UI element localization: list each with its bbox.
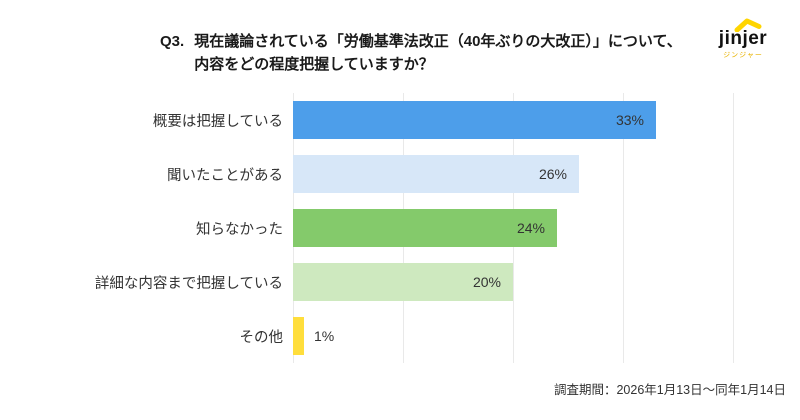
gridline (623, 93, 624, 363)
bar-track: 33% (293, 101, 733, 139)
bar-track: 24% (293, 209, 733, 247)
bar-chart: 概要は把握している 33% 聞いたことがある 26% 知らなかった 24% 詳細な内容まで把… (0, 93, 800, 363)
title-line-1: 現在議論されている「労働基準法改正（40年ぶりの大改正）」について、 (194, 33, 682, 50)
survey-period-note: 調査期間：2026年1月13日～同年1月14日 (553, 383, 786, 397)
category-label: 知らなかった (196, 221, 283, 238)
category-label: 聞いたことがある (167, 167, 283, 184)
value-label: 1% (314, 328, 335, 344)
value-label: 24% (516, 220, 545, 236)
category-label: 概要は把握している (152, 113, 283, 130)
logo-wordmark: jinjer (718, 28, 768, 49)
value-label: 26% (538, 166, 567, 182)
chart-row: 知らなかった 24% (0, 201, 800, 255)
chart-row: 概要は把握している 33% (0, 93, 800, 147)
bar-3: 24% (293, 209, 557, 247)
logo-roof-icon (734, 18, 762, 32)
bar-5 (293, 317, 304, 355)
bar-4: 20% (293, 263, 513, 301)
chart-row: その他 1% (0, 309, 800, 363)
bar-track: 26% (293, 155, 733, 193)
chart-title: Q3. 現在議論されている「労働基準法改正（40年ぶりの大改正）」について、 内… (160, 30, 682, 76)
category-label: 詳細な内容まで把握している (94, 275, 283, 292)
jinjer-logo: jinjer ジンジャー (708, 18, 778, 60)
bar-2: 26% (293, 155, 579, 193)
bar-track: 20% (293, 263, 733, 301)
value-label: 20% (472, 274, 501, 290)
bar-rows: 概要は把握している 33% 聞いたことがある 26% 知らなかった 24% 詳細な内容まで把… (0, 93, 800, 363)
logo-subtitle: ジンジャー (723, 52, 763, 59)
gridline (733, 93, 734, 363)
bar-1: 33% (293, 101, 656, 139)
category-label: その他 (239, 329, 284, 346)
value-label: 33% (615, 112, 644, 128)
chart-row: 聞いたことがある 26% (0, 147, 800, 201)
title-line-2: 内容をどの程度把握していますか？ (194, 56, 434, 73)
chart-row: 詳細な内容まで把握している 20% (0, 255, 800, 309)
bar-track: 1% (293, 317, 733, 355)
question-number: Q3. (160, 33, 185, 50)
